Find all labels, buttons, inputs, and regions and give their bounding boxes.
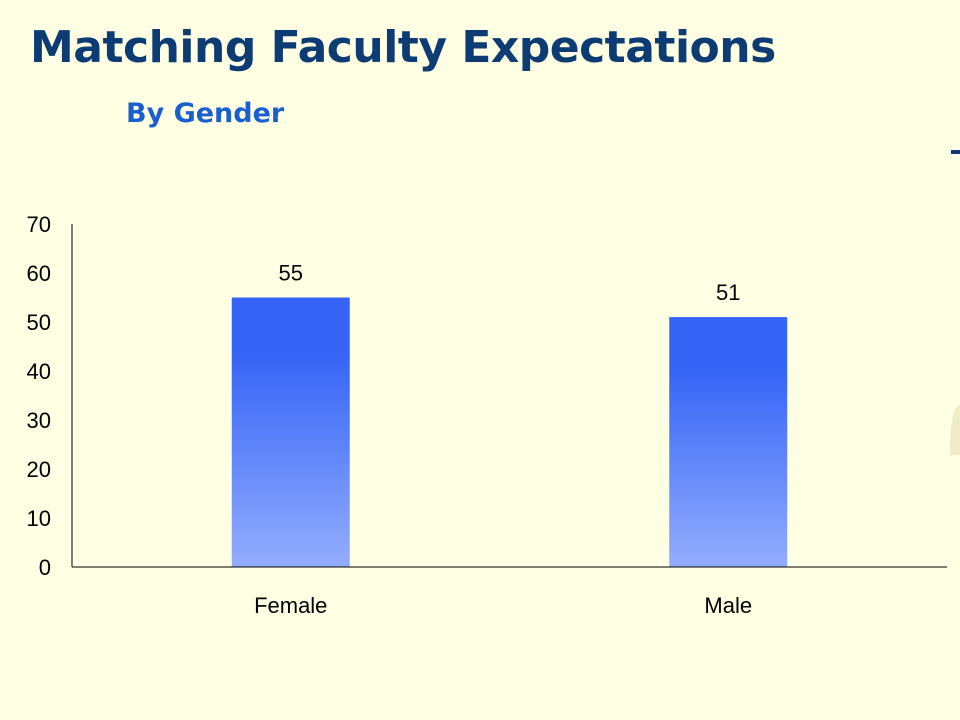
data-labels: 55 51 (279, 261, 741, 306)
y-tick-label: 60 (27, 261, 51, 286)
y-tick-label: 30 (27, 408, 51, 433)
data-label-male: 51 (716, 280, 740, 305)
category-label-male: Male (704, 593, 752, 618)
edge-mark (951, 150, 960, 154)
y-tick-label: 20 (27, 457, 51, 482)
edge-decoration (950, 405, 960, 455)
bar-female (231, 297, 350, 567)
slide-subtitle: By Gender (126, 98, 285, 129)
y-tick-label: 70 (27, 212, 51, 237)
bars (231, 297, 788, 567)
category-label-female: Female (254, 593, 327, 618)
bar-male (669, 317, 788, 567)
y-tick-label: 40 (27, 359, 51, 384)
y-tick-label: 10 (27, 506, 51, 531)
slide-title: Matching Faculty Expectations (30, 22, 776, 73)
y-tick-label: 50 (27, 310, 51, 335)
data-label-female: 55 (279, 261, 303, 286)
category-labels: Female Male (254, 593, 752, 618)
y-tick-label: 0 (39, 555, 51, 580)
y-axis-ticks: 0 10 20 30 40 50 60 70 (27, 212, 51, 580)
